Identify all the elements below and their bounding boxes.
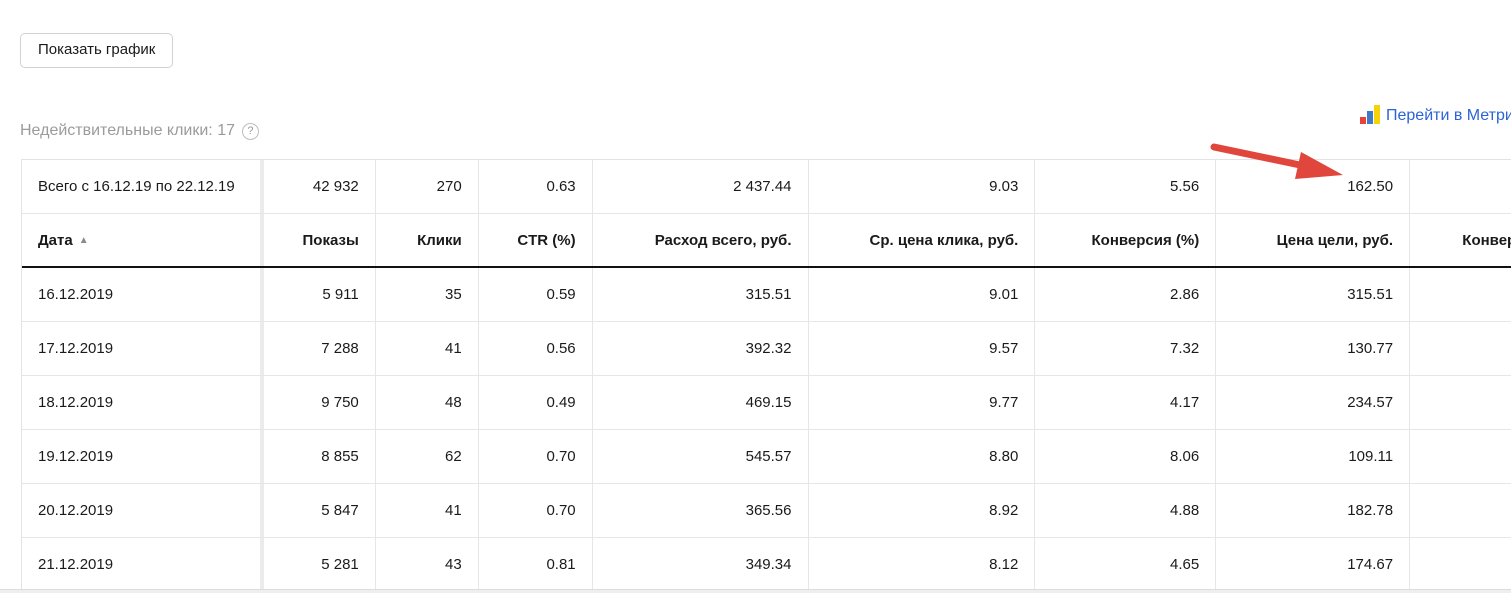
- total-cost: 2 437.44: [593, 160, 809, 213]
- metrica-bar-blue: [1367, 111, 1373, 124]
- statistics-table: Всего с 16.12.19 по 22.12.19 42 932 270 …: [21, 159, 1511, 592]
- table-body: 16.12.2019 5 911 35 0.59 315.51 9.01 2.8…: [22, 268, 1511, 592]
- invalid-clicks-row: Недействительные клики: 17 ?: [20, 122, 259, 140]
- cell-clicks: 41: [376, 322, 479, 375]
- column-header-goal-cost[interactable]: Цена цели, руб.: [1216, 214, 1411, 266]
- cell-goal-cost: 182.78: [1216, 484, 1411, 537]
- cell-ctr: 0.56: [479, 322, 593, 375]
- cell-impressions: 5 281: [264, 538, 376, 591]
- cell-cost: 349.34: [593, 538, 809, 591]
- total-ctr: 0.63: [479, 160, 593, 213]
- total-conversion-rate: 5.56: [1035, 160, 1217, 213]
- cell-conversions: [1410, 322, 1511, 375]
- cell-date: 17.12.2019: [22, 322, 264, 375]
- cell-avg-cpc: 9.77: [809, 376, 1036, 429]
- cell-cost: 392.32: [593, 322, 809, 375]
- cell-conversion-rate: 2.86: [1035, 268, 1217, 321]
- total-goal-cost: 162.50: [1216, 160, 1411, 213]
- table-row: 20.12.2019 5 847 41 0.70 365.56 8.92 4.8…: [22, 484, 1511, 538]
- table-row: 18.12.2019 9 750 48 0.49 469.15 9.77 4.1…: [22, 376, 1511, 430]
- cell-conversions: [1410, 484, 1511, 537]
- cell-impressions: 5 847: [264, 484, 376, 537]
- cell-conversion-rate: 7.32: [1035, 322, 1217, 375]
- column-header-ctr[interactable]: CTR (%): [479, 214, 593, 266]
- invalid-clicks-label: Недействительные клики: 17: [20, 122, 235, 139]
- cell-date: 19.12.2019: [22, 430, 264, 483]
- cell-avg-cpc: 9.01: [809, 268, 1036, 321]
- cell-date: 21.12.2019: [22, 538, 264, 591]
- cell-clicks: 62: [376, 430, 479, 483]
- column-header-conversion-rate[interactable]: Конверсия (%): [1035, 214, 1217, 266]
- cell-clicks: 48: [376, 376, 479, 429]
- cell-goal-cost: 109.11: [1216, 430, 1411, 483]
- cell-clicks: 41: [376, 484, 479, 537]
- cell-cost: 365.56: [593, 484, 809, 537]
- cell-clicks: 35: [376, 268, 479, 321]
- help-question-icon[interactable]: ?: [241, 122, 259, 140]
- cell-goal-cost: 234.57: [1216, 376, 1411, 429]
- column-header-impressions[interactable]: Показы: [264, 214, 376, 266]
- sort-asc-icon: ▲: [78, 234, 89, 246]
- cell-avg-cpc: 9.57: [809, 322, 1036, 375]
- column-header-conversions[interactable]: Конверсии: [1410, 214, 1511, 266]
- cell-conversions: [1410, 376, 1511, 429]
- cell-avg-cpc: 8.12: [809, 538, 1036, 591]
- cell-cost: 545.57: [593, 430, 809, 483]
- cell-conversion-rate: 4.17: [1035, 376, 1217, 429]
- cell-impressions: 5 911: [264, 268, 376, 321]
- total-clicks: 270: [376, 160, 479, 213]
- cell-clicks: 43: [376, 538, 479, 591]
- total-conversions: [1410, 160, 1511, 213]
- total-row-label: Всего с 16.12.19 по 22.12.19: [22, 160, 264, 213]
- cell-goal-cost: 130.77: [1216, 322, 1411, 375]
- table-header-row: Дата ▲ Показы Клики CTR (%) Расход всего…: [22, 214, 1511, 268]
- cell-date: 20.12.2019: [22, 484, 264, 537]
- metrica-link-label: Перейти в Метрику: [1386, 106, 1511, 124]
- column-header-date[interactable]: Дата ▲: [22, 214, 264, 266]
- cell-ctr: 0.70: [479, 430, 593, 483]
- cell-impressions: 7 288: [264, 322, 376, 375]
- column-header-cost[interactable]: Расход всего, руб.: [593, 214, 809, 266]
- cell-conversions: [1410, 538, 1511, 591]
- cell-conversion-rate: 4.88: [1035, 484, 1217, 537]
- cell-ctr: 0.81: [479, 538, 593, 591]
- cell-ctr: 0.59: [479, 268, 593, 321]
- metrica-bar-red: [1360, 117, 1366, 124]
- cell-conversion-rate: 8.06: [1035, 430, 1217, 483]
- metrica-bar-yellow: [1374, 105, 1380, 124]
- cell-goal-cost: 315.51: [1216, 268, 1411, 321]
- cell-goal-cost: 174.67: [1216, 538, 1411, 591]
- cell-conversion-rate: 4.65: [1035, 538, 1217, 591]
- cell-conversions: [1410, 268, 1511, 321]
- cell-avg-cpc: 8.80: [809, 430, 1036, 483]
- cell-impressions: 8 855: [264, 430, 376, 483]
- cell-conversions: [1410, 430, 1511, 483]
- table-row: 19.12.2019 8 855 62 0.70 545.57 8.80 8.0…: [22, 430, 1511, 484]
- total-avg-cpc: 9.03: [809, 160, 1036, 213]
- table-row: 17.12.2019 7 288 41 0.56 392.32 9.57 7.3…: [22, 322, 1511, 376]
- cell-impressions: 9 750: [264, 376, 376, 429]
- column-header-avg-cpc[interactable]: Ср. цена клика, руб.: [809, 214, 1036, 266]
- show-chart-button[interactable]: Показать график: [20, 33, 174, 68]
- column-header-clicks[interactable]: Клики: [376, 214, 479, 266]
- cell-ctr: 0.49: [479, 376, 593, 429]
- column-header-date-label: Дата: [38, 231, 73, 249]
- cell-ctr: 0.70: [479, 484, 593, 537]
- total-impressions: 42 932: [264, 160, 376, 213]
- go-to-metrica-link[interactable]: Перейти в Метрику: [1360, 105, 1511, 125]
- metrica-bars-icon: [1360, 105, 1380, 125]
- table-row: 21.12.2019 5 281 43 0.81 349.34 8.12 4.6…: [22, 538, 1511, 592]
- cell-cost: 469.15: [593, 376, 809, 429]
- table-row: 16.12.2019 5 911 35 0.59 315.51 9.01 2.8…: [22, 268, 1511, 322]
- cell-date: 18.12.2019: [22, 376, 264, 429]
- table-total-row: Всего с 16.12.19 по 22.12.19 42 932 270 …: [22, 160, 1511, 214]
- cell-date: 16.12.2019: [22, 268, 264, 321]
- cell-avg-cpc: 8.92: [809, 484, 1036, 537]
- cell-cost: 315.51: [593, 268, 809, 321]
- table-bottom-edge: [0, 589, 1511, 593]
